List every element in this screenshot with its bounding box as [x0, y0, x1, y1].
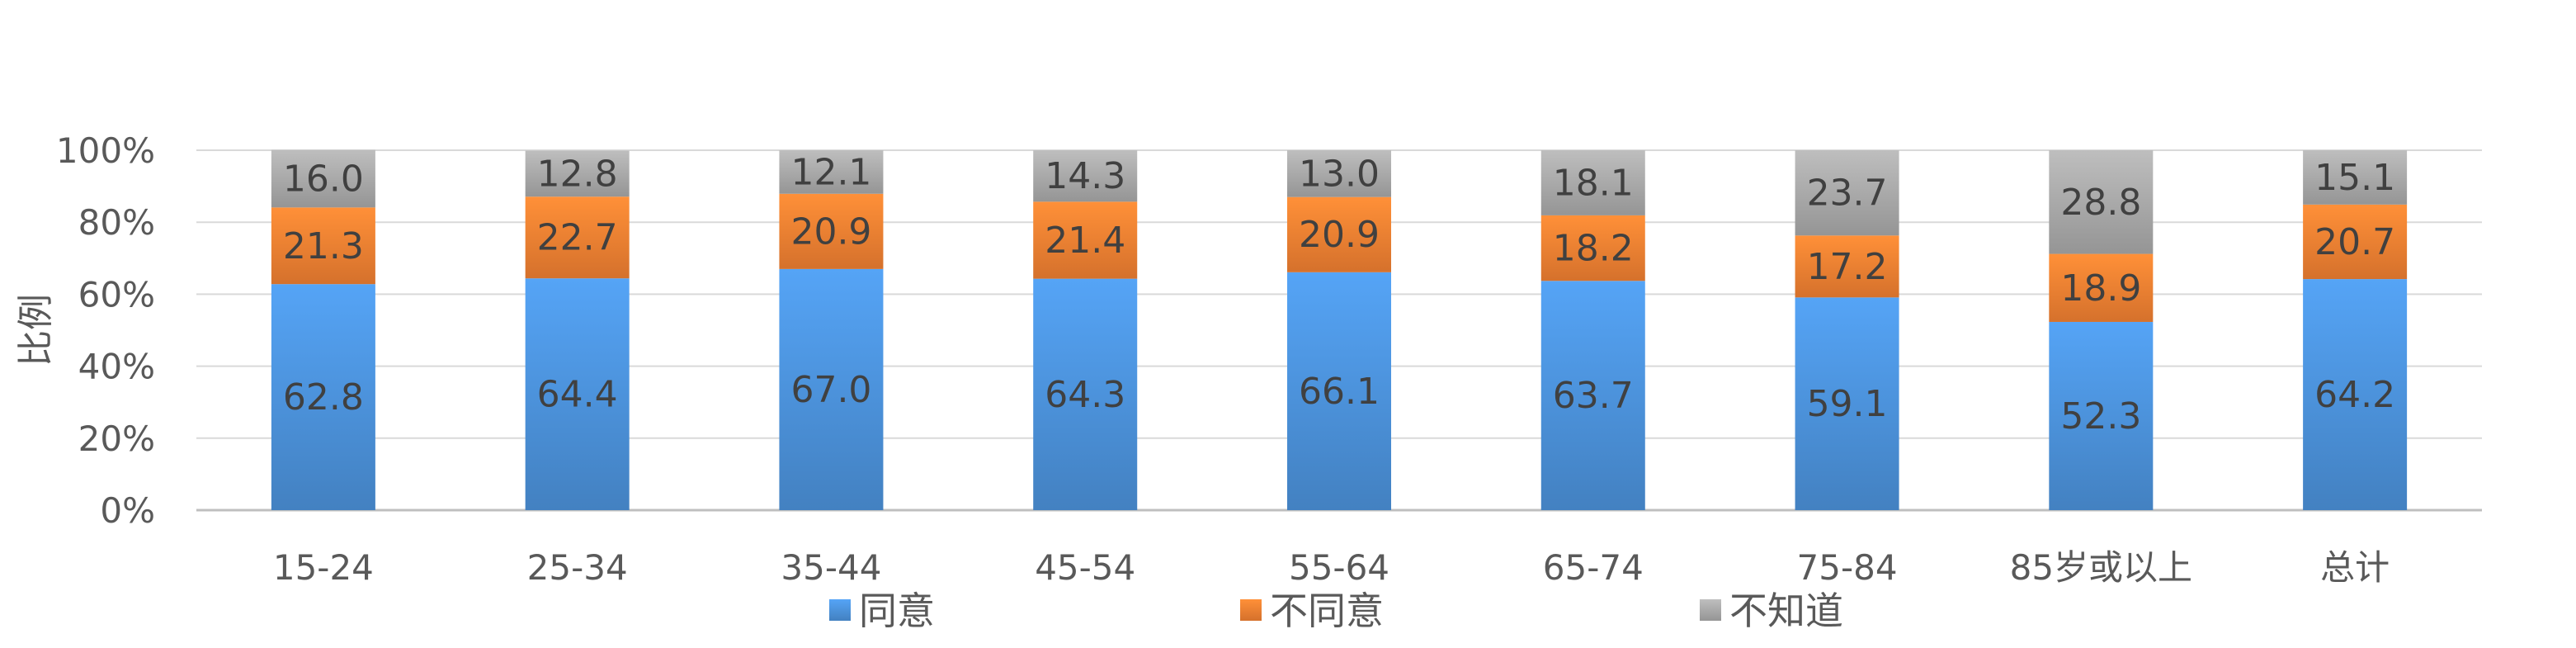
bar-segment-2-8 [2049, 253, 2154, 322]
bar-segment-3-1 [271, 149, 375, 208]
bar-segment-1-6 [1540, 281, 1645, 510]
data-label: 64.2 [2314, 374, 2395, 416]
bar-segment-2-6 [1540, 215, 1645, 281]
bar-segment-1-7 [1795, 297, 1899, 510]
bar-segment-1-8 [2049, 321, 2154, 510]
legend-swatch [1240, 599, 1262, 621]
data-label: 12.1 [790, 151, 871, 193]
y-tick-label: 0% [100, 490, 155, 531]
data-label: 28.8 [2060, 182, 2141, 224]
bar-segment-1-5 [1287, 272, 1391, 510]
bar-segment-3-2 [525, 150, 630, 197]
y-axis-title: 比例 [15, 294, 57, 367]
legend-label: 同意 [859, 589, 935, 633]
data-label: 17.2 [1807, 246, 1888, 288]
data-label: 63.7 [1553, 375, 1634, 417]
bar-segment-1-3 [779, 268, 884, 510]
data-label: 14.3 [1045, 155, 1125, 197]
x-tick-label: 45-54 [1035, 547, 1135, 588]
legend-label: 不同意 [1270, 589, 1384, 633]
bar-segment-1-9 [2303, 279, 2408, 510]
y-tick-label: 40% [78, 347, 155, 387]
legend-swatch [1700, 599, 1721, 621]
y-tick-label: 20% [78, 419, 155, 459]
x-tick-label: 35-44 [781, 547, 881, 588]
legend-item: 不同意 [1240, 589, 1384, 633]
legend-item: 不知道 [1700, 589, 1843, 633]
bar-segment-2-5 [1287, 196, 1391, 272]
bar-segment-1-2 [525, 278, 630, 510]
data-label: 15.1 [2314, 157, 2395, 199]
bar-segment-1-4 [1033, 278, 1138, 510]
x-tick-label: 55-64 [1289, 547, 1389, 588]
y-tick-label: 60% [78, 274, 155, 315]
data-label: 21.3 [283, 225, 364, 267]
data-label: 66.1 [1299, 371, 1380, 413]
bar-segment-2-2 [525, 196, 630, 279]
bar-segment-2-1 [271, 207, 375, 285]
data-label: 12.8 [537, 153, 618, 195]
data-label: 18.1 [1553, 162, 1634, 204]
x-tick-label: 85岁或以上 [2010, 547, 2192, 588]
bar-segment-3-6 [1540, 150, 1645, 215]
x-tick-label: 75-84 [1797, 547, 1898, 588]
bar-segment-2-3 [779, 193, 884, 269]
legend-item: 同意 [829, 589, 935, 633]
data-label: 20.9 [1299, 214, 1380, 256]
bar-segment-1-1 [271, 284, 375, 510]
data-label: 22.7 [537, 217, 618, 259]
data-label: 18.9 [2060, 267, 2141, 310]
x-tick-label: 25-34 [527, 547, 628, 588]
data-label: 20.7 [2314, 221, 2395, 263]
legend-swatch [829, 599, 851, 621]
bar-segment-3-4 [1033, 150, 1138, 202]
data-label: 18.2 [1553, 228, 1634, 270]
x-tick-label: 65-74 [1543, 547, 1644, 588]
y-tick-label: 80% [78, 202, 155, 243]
bar-segment-3-5 [1287, 150, 1391, 197]
data-label: 16.0 [283, 158, 364, 200]
data-label: 23.7 [1807, 173, 1888, 215]
bar-segment-3-8 [2049, 150, 2154, 254]
data-label: 20.9 [790, 210, 871, 253]
bar-segment-2-4 [1033, 201, 1138, 279]
bar-segment-3-7 [1795, 150, 1899, 236]
data-label: 52.3 [2060, 395, 2141, 438]
y-tick-label: 100% [56, 130, 155, 171]
data-label: 21.4 [1045, 220, 1125, 262]
data-label: 13.0 [1299, 153, 1380, 195]
data-label: 67.0 [790, 369, 871, 411]
x-tick-label: 总计 [2320, 547, 2390, 588]
bar-segment-2-9 [2303, 204, 2408, 280]
bar-segment-2-7 [1795, 235, 1899, 298]
data-label: 59.1 [1807, 383, 1888, 425]
data-label: 62.8 [283, 376, 364, 419]
x-tick-label: 15-24 [273, 547, 374, 588]
legend-label: 不知道 [1729, 589, 1843, 633]
bar-segment-3-3 [779, 150, 884, 194]
bar-segment-3-9 [2303, 150, 2408, 205]
data-label: 64.4 [537, 374, 618, 416]
data-label: 64.3 [1045, 374, 1125, 416]
